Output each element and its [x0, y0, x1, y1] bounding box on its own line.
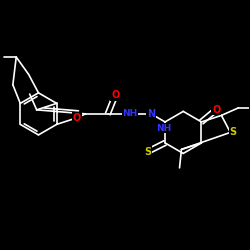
Text: O: O — [212, 104, 220, 115]
Text: N: N — [147, 109, 155, 119]
Text: NH: NH — [122, 110, 138, 118]
Text: O: O — [72, 113, 81, 123]
Text: O: O — [111, 90, 120, 100]
Text: NH: NH — [156, 124, 172, 132]
Text: N: N — [147, 109, 155, 119]
Text: S: S — [144, 146, 151, 156]
Text: S: S — [229, 128, 236, 138]
